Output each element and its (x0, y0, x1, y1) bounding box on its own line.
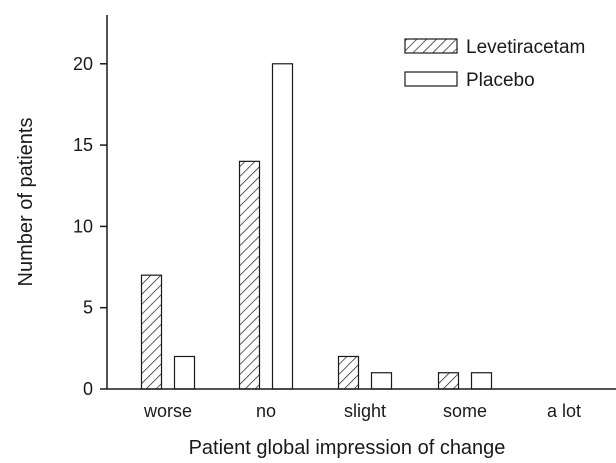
bar-placebo-no (271, 63, 294, 390)
y-tick-label: 0 (83, 379, 93, 399)
bar-levetiracetam-worse (140, 274, 163, 390)
bar-levetiracetam-slight (337, 355, 360, 390)
y-axis-title: Number of patients (15, 118, 37, 287)
x-tick-label: a lot (547, 401, 581, 421)
y-tick-label: 10 (73, 216, 93, 236)
bar-placebo-worse (173, 355, 196, 390)
x-axis-title: Patient global impression of change (189, 437, 506, 459)
y-axis-ticks: 0 5 10 15 20 (73, 54, 107, 399)
legend-label-placebo: Placebo (466, 70, 535, 91)
bar-levetiracetam-no (238, 160, 261, 390)
x-tick-label: some (443, 401, 487, 421)
legend-swatch-placebo (404, 71, 458, 87)
bar-placebo-slight (370, 372, 393, 390)
y-tick-label: 5 (83, 298, 93, 318)
legend: Levetiracetam Placebo (404, 37, 585, 91)
x-axis-ticks: worse no slight some a lot (143, 401, 581, 421)
y-tick-label: 15 (73, 135, 93, 155)
x-tick-label: worse (143, 401, 192, 421)
x-tick-label: slight (344, 401, 386, 421)
x-tick-label: no (256, 401, 276, 421)
y-tick-label: 20 (73, 54, 93, 74)
bar-placebo-some (470, 372, 493, 390)
legend-swatch-levetiracetam (404, 38, 458, 54)
bars-layer (140, 63, 493, 390)
bar-levetiracetam-some (437, 372, 460, 390)
legend-label-levetiracetam: Levetiracetam (466, 37, 585, 58)
